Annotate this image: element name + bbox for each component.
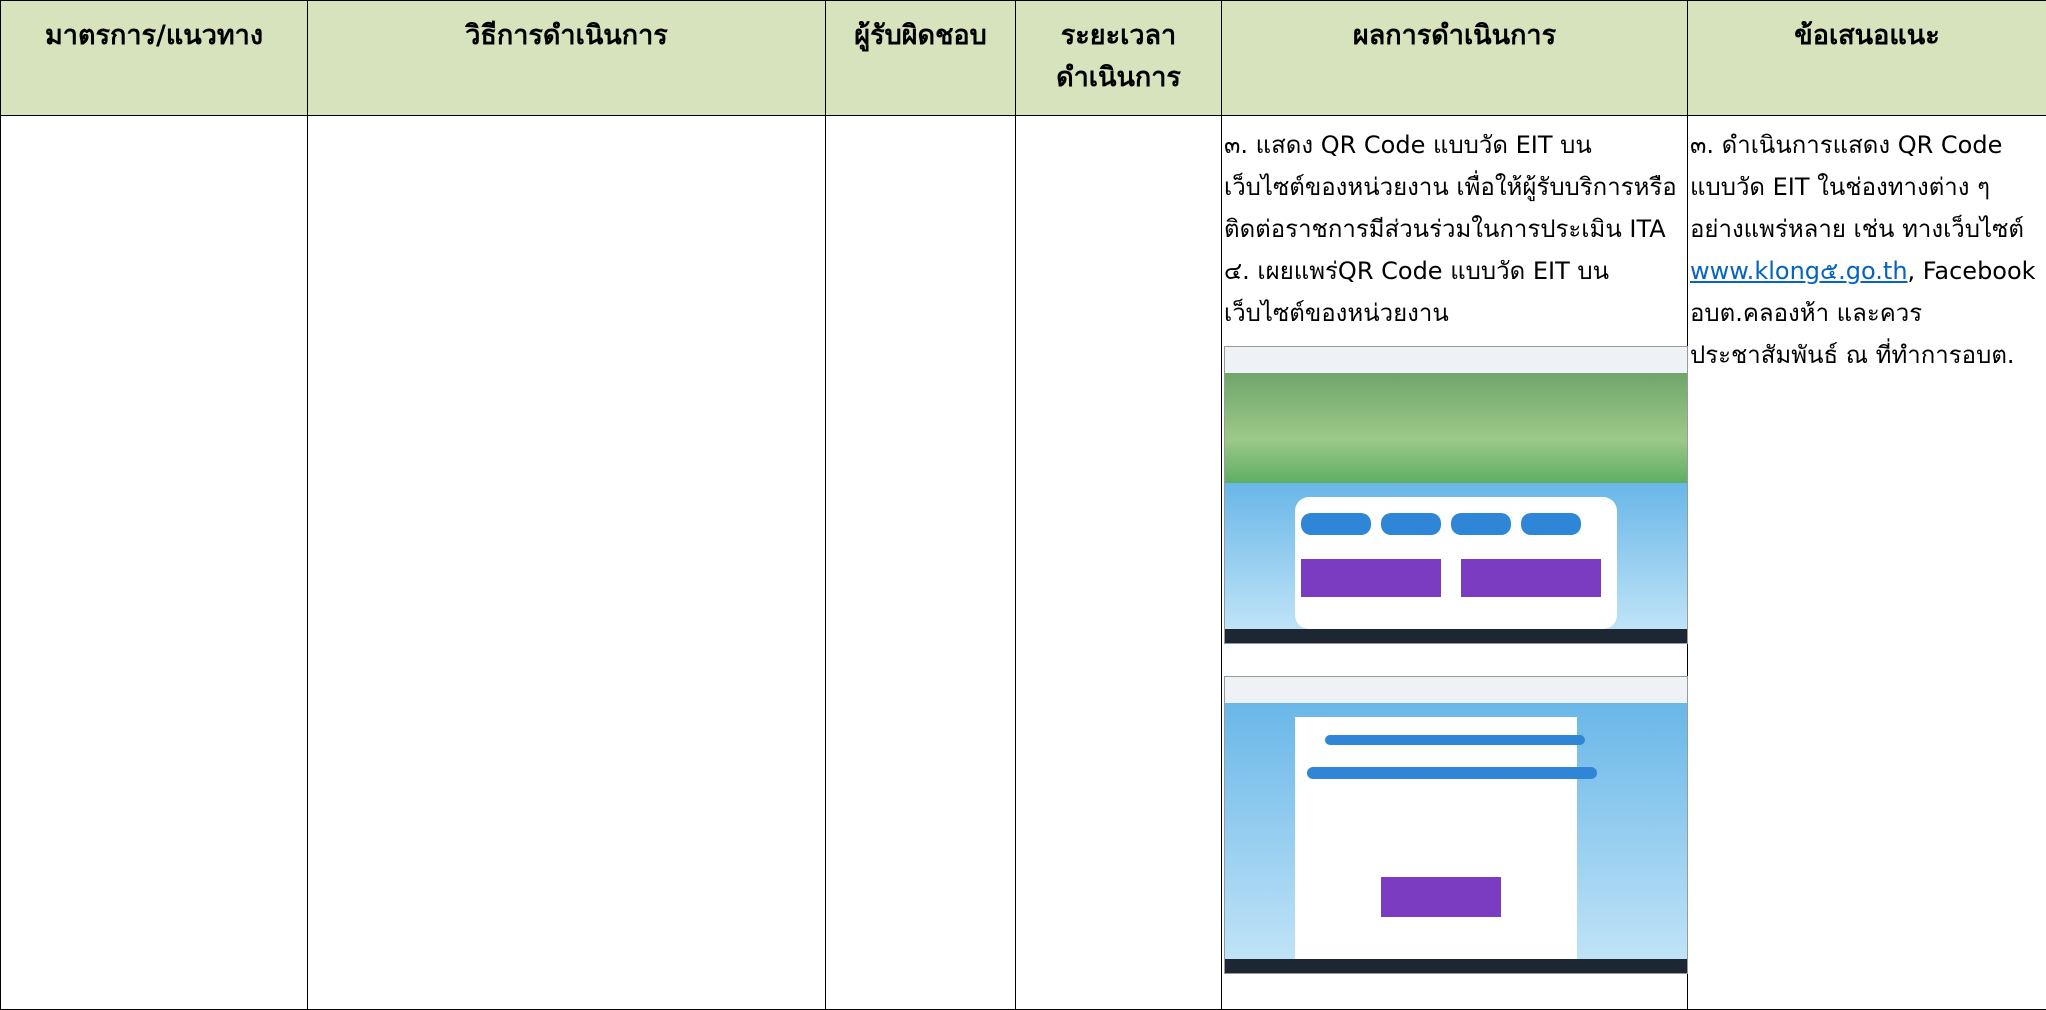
header-line: ดำเนินการ: [1056, 62, 1181, 93]
recommendation-line: www.klong๕.go.th, Facebook: [1690, 250, 2046, 292]
header-cell: ผลการดำเนินการ: [1221, 0, 1688, 116]
text-line: ๓. ดำเนินการแสดง QR Code: [1690, 131, 2003, 159]
text-line: ๔. เผยแพร่QR Code แบบวัด EIT บน: [1224, 257, 1609, 285]
text-line: ๓. แสดง QR Code แบบวัด EIT บน: [1224, 131, 1592, 159]
header-cell: มาตรการ/แนวทาง: [0, 0, 308, 116]
header-cell: ข้อเสนอแนะ: [1687, 0, 2046, 116]
text-line: อบต.คลองห้า และควร: [1690, 299, 1923, 327]
cell: [825, 115, 1016, 1010]
recommendation-text: ๓. ดำเนินการแสดง QR Code แบบวัด EIT ในช่อ…: [1690, 124, 2046, 250]
text-line: แบบวัด EIT ในช่องทางต่าง ๆ: [1690, 173, 1991, 201]
header-cell: ระยะเวลาดำเนินการ: [1015, 0, 1222, 116]
text-line: เว็บไซต์ของหน่วยงาน เพื่อให้ผู้รับบริการ…: [1224, 173, 1677, 201]
website-screenshot: [1224, 676, 1688, 974]
result-cell: ๓. แสดง QR Code แบบวัด EIT บนเว็บไซต์ของ…: [1221, 115, 1688, 1010]
header-cell: วิธีการดำเนินการ: [307, 0, 826, 116]
header-cell: ผู้รับผิดชอบ: [825, 0, 1016, 116]
recommendation-cell: ๓. ดำเนินการแสดง QR Code แบบวัด EIT ในช่อ…: [1687, 115, 2046, 1010]
website-link[interactable]: www.klong๕.go.th: [1690, 257, 1908, 285]
website-screenshot: [1224, 346, 1688, 644]
cell: [0, 115, 308, 1010]
text-line: เว็บไซต์ของหน่วยงาน: [1224, 299, 1449, 327]
text-line: ประชาสัมพันธ์ ณ ที่ทำการอบต.: [1690, 341, 2015, 369]
result-text: ๓. แสดง QR Code แบบวัด EIT บนเว็บไซต์ของ…: [1224, 124, 1687, 334]
text: , Facebook: [1907, 257, 2036, 285]
header-row: มาตรการ/แนวทาง วิธีการดำเนินการ ผู้รับผิ…: [0, 0, 2046, 116]
cell: [307, 115, 826, 1010]
text-line: ติดต่อราชการมีส่วนร่วมในการประเมิน ITA: [1224, 215, 1666, 243]
text-line: อย่างแพร่หลาย เช่น ทางเว็บไซต์: [1690, 215, 2024, 243]
header-line: ระยะเวลา: [1060, 20, 1177, 51]
body-row: ๓. แสดง QR Code แบบวัด EIT บนเว็บไซต์ของ…: [0, 115, 2046, 1010]
recommendation-text: อบต.คลองห้า และควรประชาสัมพันธ์ ณ ที่ทำก…: [1690, 292, 2046, 376]
cell: [1015, 115, 1222, 1010]
